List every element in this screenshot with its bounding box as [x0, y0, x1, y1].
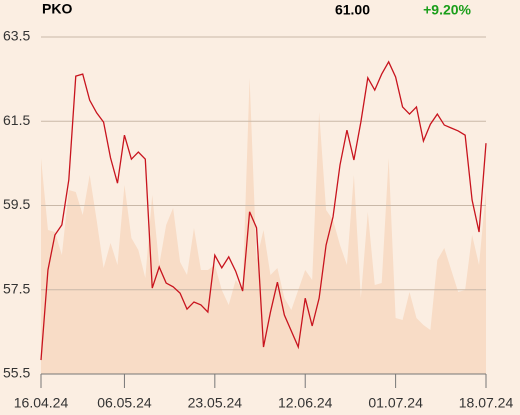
x-tick-label: 06.05.24 [97, 395, 152, 411]
symbol: PKO [42, 1, 72, 17]
x-tick-label: 18.07.24 [459, 395, 514, 411]
y-tick-label: 59.5 [3, 196, 30, 212]
x-tick-label: 23.05.24 [188, 395, 243, 411]
x-tick-label: 01.07.24 [368, 395, 423, 411]
y-tick-label: 61.5 [3, 112, 30, 128]
price-line [40, 60, 487, 361]
price: 61.00 [335, 2, 370, 18]
x-tick-label: 16.04.24 [14, 395, 69, 411]
y-tick-label: 57.5 [3, 280, 30, 296]
change: +9.20% [423, 2, 471, 18]
y-tick-label: 55.5 [3, 365, 30, 381]
y-tick-label: 63.5 [3, 28, 30, 44]
volume-area [41, 78, 486, 374]
x-tick-label: 12.06.24 [278, 395, 333, 411]
